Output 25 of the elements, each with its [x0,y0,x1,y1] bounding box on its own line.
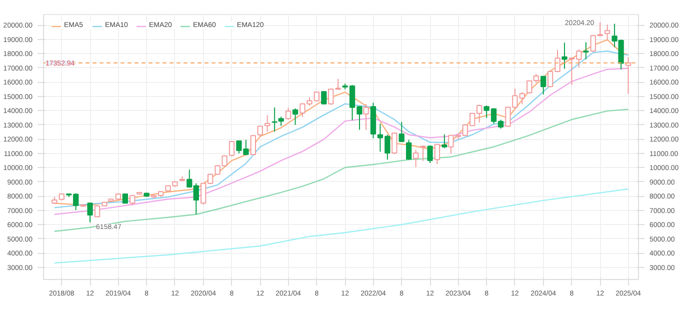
candlestick [328,88,334,106]
candlestick [434,144,440,165]
candlestick [363,103,369,130]
candlestick [292,108,298,126]
candlestick [427,144,433,164]
candlestick [442,134,448,149]
candlestick [250,134,256,156]
candlestick [87,202,93,223]
candlestick [406,139,412,160]
candlestick [285,107,292,120]
candlestick [278,116,284,126]
candlestick [604,24,610,41]
candlestick [228,140,235,157]
line-series [54,188,629,264]
candlestick [321,90,327,105]
candlestick [392,132,398,154]
candlestick [540,76,546,95]
candlestick [398,121,404,143]
candlestick [562,42,568,70]
line-series [54,108,629,232]
candlestick [412,149,419,168]
candlestick [264,114,270,132]
candlestick [583,42,589,60]
candlestick [257,125,263,138]
candlestick [130,194,136,206]
